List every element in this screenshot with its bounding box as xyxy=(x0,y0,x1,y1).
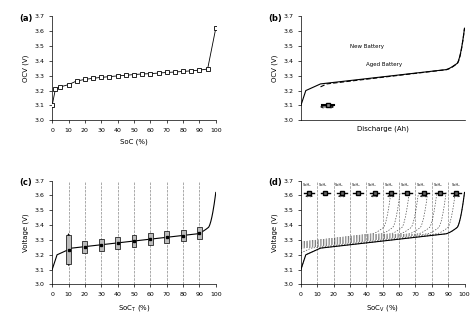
X-axis label: SoC$_\mathrm{V}$ (%): SoC$_\mathrm{V}$ (%) xyxy=(366,303,399,313)
FancyBboxPatch shape xyxy=(148,233,153,245)
FancyBboxPatch shape xyxy=(82,241,87,252)
X-axis label: SoC (%): SoC (%) xyxy=(120,138,148,145)
FancyBboxPatch shape xyxy=(99,239,104,251)
Y-axis label: Voltage (V): Voltage (V) xyxy=(271,213,278,252)
Text: SoH₈: SoH₈ xyxy=(433,183,442,187)
Text: (c): (c) xyxy=(19,179,32,187)
FancyBboxPatch shape xyxy=(164,232,169,243)
Text: SoH₂: SoH₂ xyxy=(335,183,344,187)
Text: SoH₄: SoH₄ xyxy=(368,183,376,187)
Text: Aged Battery: Aged Battery xyxy=(366,62,402,67)
FancyBboxPatch shape xyxy=(66,235,71,265)
Text: SoH₅: SoH₅ xyxy=(384,183,393,187)
FancyBboxPatch shape xyxy=(181,230,185,241)
FancyBboxPatch shape xyxy=(115,237,120,249)
Text: SoH₀: SoH₀ xyxy=(302,183,311,187)
FancyBboxPatch shape xyxy=(131,235,137,247)
X-axis label: Discharge (Ah): Discharge (Ah) xyxy=(357,126,409,132)
Y-axis label: Voltage (V): Voltage (V) xyxy=(22,213,29,252)
Text: SoH₁: SoH₁ xyxy=(319,183,328,187)
Text: SoH₃: SoH₃ xyxy=(352,183,360,187)
Text: SoH₉: SoH₉ xyxy=(451,183,460,187)
X-axis label: SoC$_\mathrm{T}$ (%): SoC$_\mathrm{T}$ (%) xyxy=(118,303,150,313)
Text: New Battery: New Battery xyxy=(350,43,384,48)
Y-axis label: OCV (V): OCV (V) xyxy=(22,55,29,82)
Text: SoH₆: SoH₆ xyxy=(401,183,409,187)
Text: (d): (d) xyxy=(268,179,282,187)
Text: (a): (a) xyxy=(19,14,33,23)
Y-axis label: OCV (V): OCV (V) xyxy=(271,55,278,82)
Text: SoH₇: SoH₇ xyxy=(417,183,426,187)
Text: (b): (b) xyxy=(268,14,282,23)
FancyBboxPatch shape xyxy=(197,227,202,239)
